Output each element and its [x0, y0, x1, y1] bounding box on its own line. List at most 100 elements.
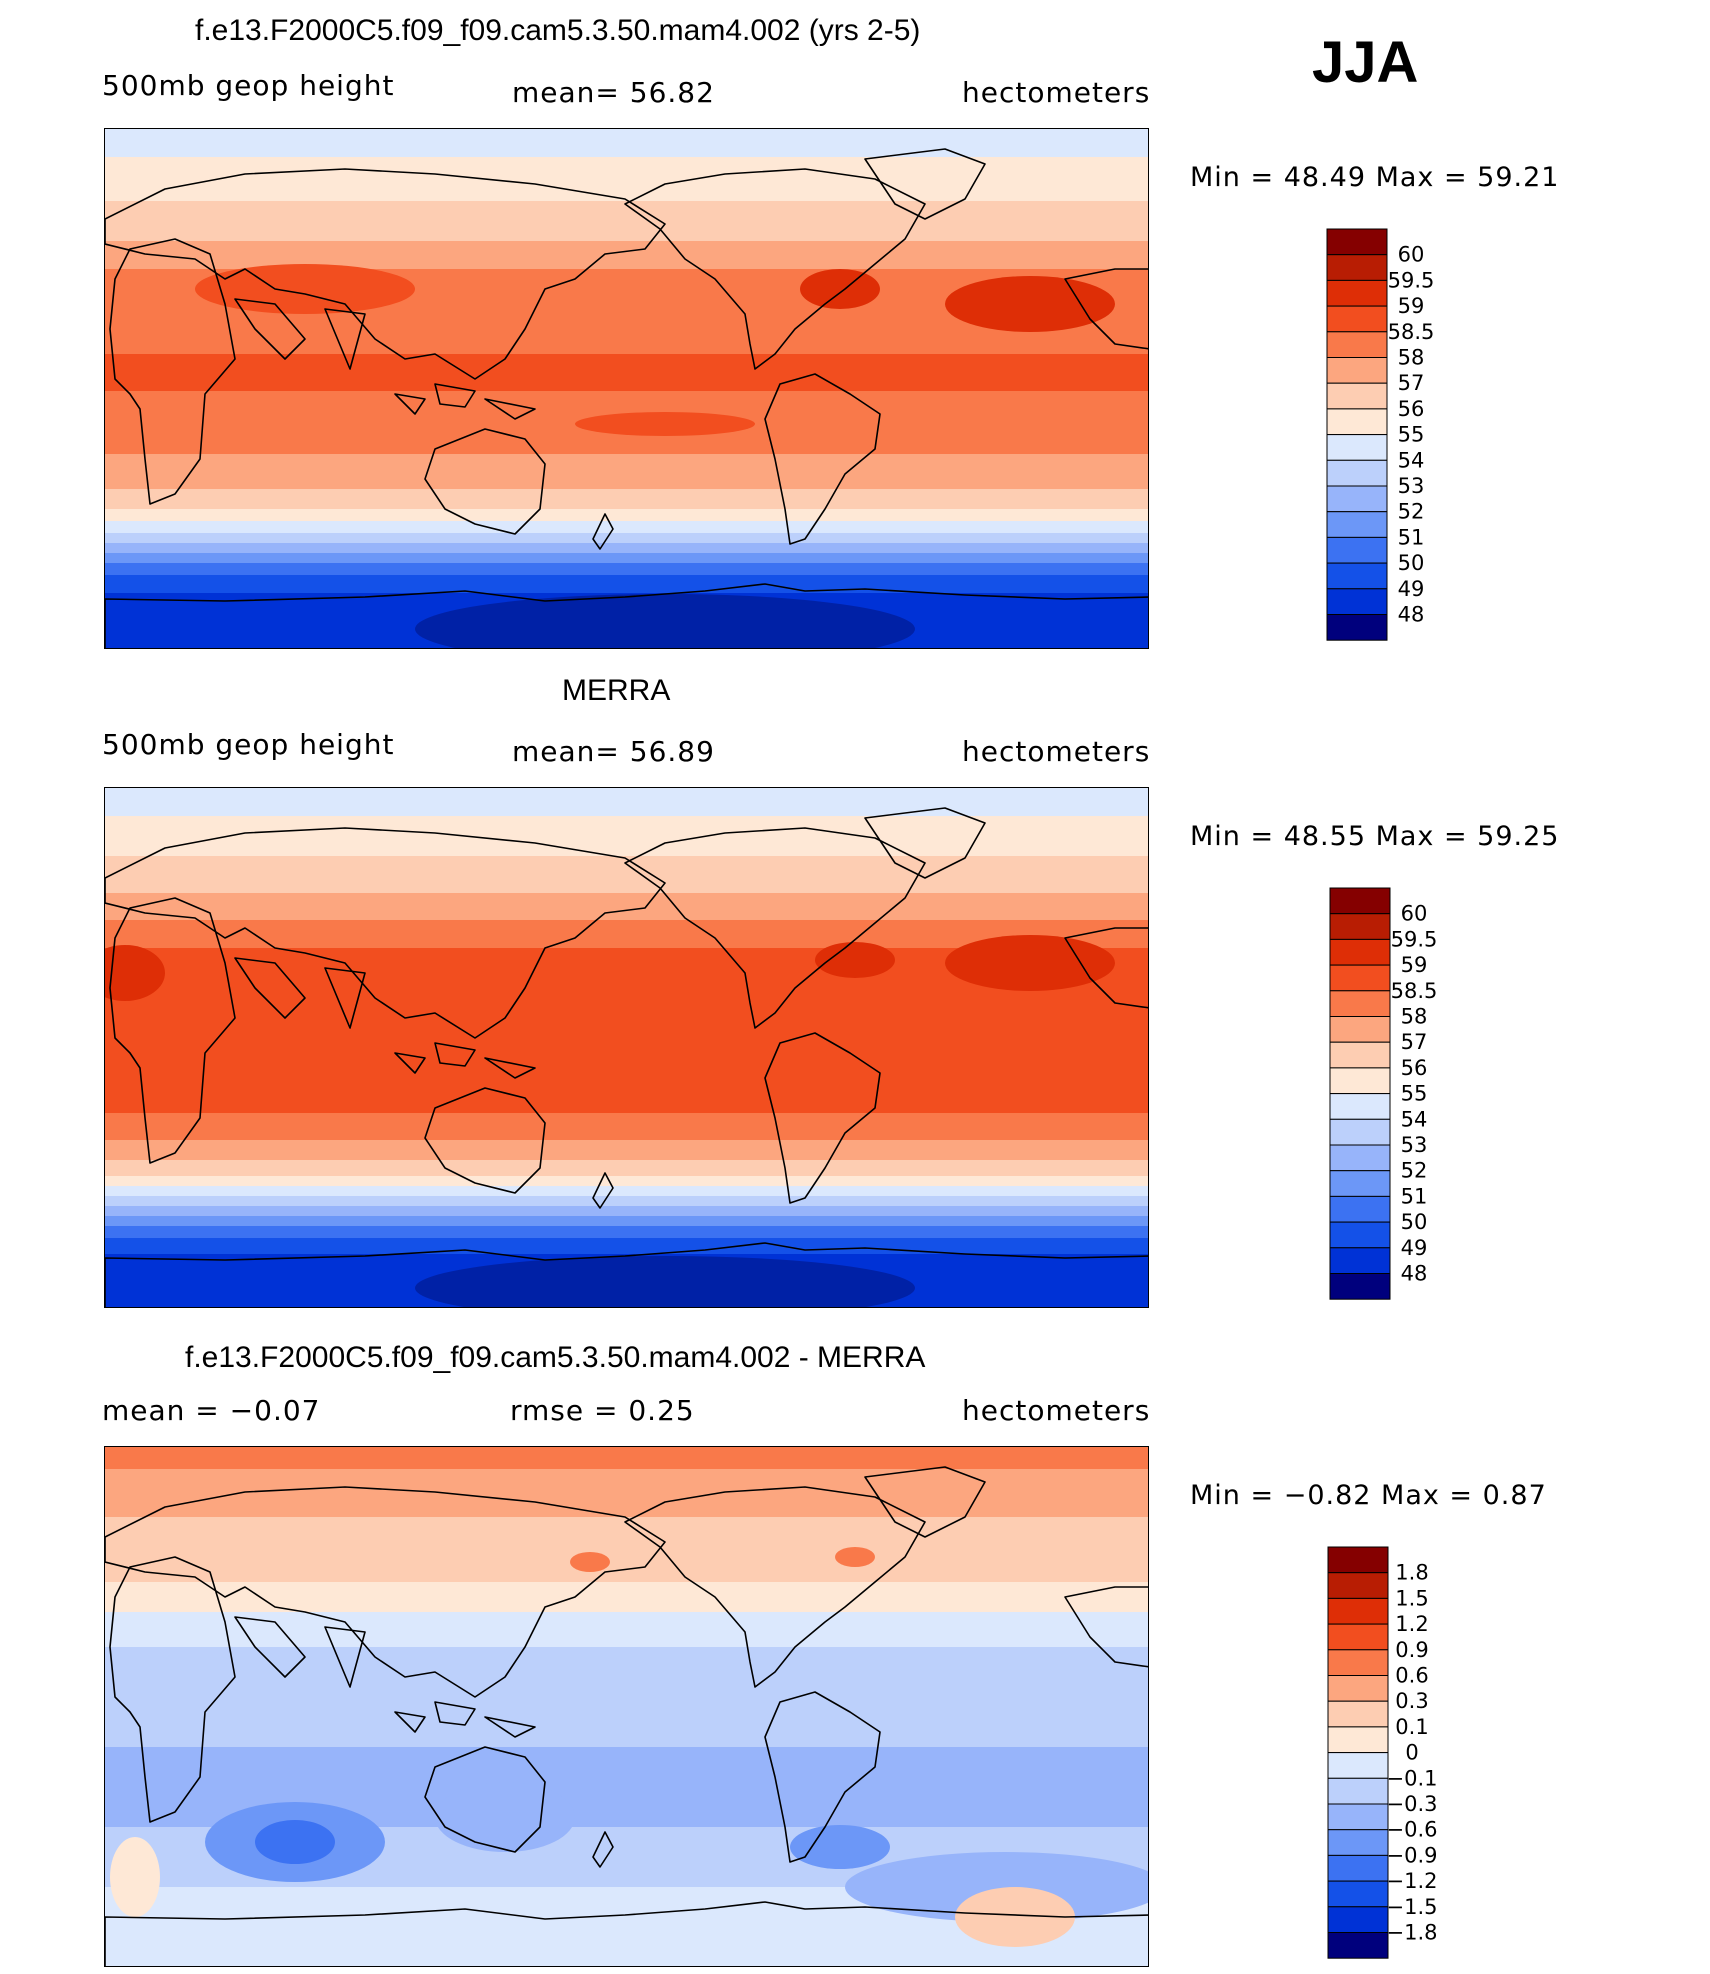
colorbar-box	[1327, 1932, 1389, 1959]
colorbar-tick-label: 0	[1405, 1741, 1418, 1765]
colorbar-tick-label: 48	[1398, 603, 1425, 627]
panel1-map	[104, 128, 1149, 649]
contour-band	[105, 354, 1148, 391]
contour-anomaly	[110, 1837, 160, 1917]
contour-band	[105, 1206, 1148, 1216]
colorbar-box	[1326, 614, 1388, 641]
colorbar-tick-label: 49	[1398, 577, 1425, 601]
contour-band	[105, 575, 1148, 593]
panel2-variable-label: 500mb geop height	[102, 728, 395, 761]
contour-band	[105, 1196, 1148, 1206]
colorbar-box	[1329, 913, 1391, 940]
contour-band	[105, 1238, 1148, 1254]
colorbar-box	[1327, 1726, 1389, 1754]
contour-band	[105, 1447, 1148, 1469]
contour-band	[105, 1612, 1148, 1647]
panel3-colorbar: 1.8 1.5 1.2 0.9 0.6 0.3 0.1 0 −0.1 −0.3 −0.6 −0.9 −1…	[1327, 1546, 1478, 1962]
contour-band	[105, 563, 1148, 575]
colorbar-tick-label: 59.5	[1388, 268, 1435, 292]
coastline	[394, 1711, 426, 1733]
contour-band	[105, 1469, 1148, 1517]
colorbar-box	[1326, 485, 1388, 513]
coastline	[484, 398, 536, 420]
coastlines	[105, 807, 1148, 1307]
colorbar-box	[1329, 887, 1391, 915]
coastline	[109, 238, 236, 505]
coastline	[105, 1901, 1148, 1966]
colorbar-tick-label: −1.8	[1387, 1921, 1438, 1945]
colorbar-tick-label: −0.9	[1387, 1843, 1438, 1867]
coastline	[764, 373, 881, 545]
colorbar-box	[1329, 1144, 1391, 1172]
coastline	[234, 298, 306, 360]
colorbar-tick-label: 52	[1401, 1159, 1428, 1183]
coastline	[105, 1242, 1148, 1307]
colorbar-box	[1326, 562, 1388, 590]
colorbar-tick-label: −0.1	[1387, 1766, 1438, 1790]
colorbar-box	[1327, 1546, 1389, 1574]
colorbar-box	[1329, 1247, 1391, 1274]
coastline	[592, 513, 614, 550]
contour-anomaly	[955, 1887, 1075, 1947]
colorbar-box	[1326, 408, 1388, 436]
contour-band	[105, 241, 1148, 269]
colorbar-tick-label: 53	[1401, 1133, 1428, 1157]
colorbar-box	[1326, 511, 1388, 538]
colorbar-box	[1329, 1016, 1391, 1043]
contour-anomaly	[415, 594, 915, 648]
colorbar-box	[1327, 1597, 1389, 1625]
colorbar-tick-label: 49	[1401, 1236, 1428, 1260]
colorbar-tick-label: 51	[1401, 1184, 1428, 1208]
panel2-colorbar: 60 59.5 59 58.5 58 57 56 55 54 53 52 51 50 49 48	[1329, 887, 1480, 1303]
colorbar-box	[1326, 536, 1388, 564]
panel1-minmax-label: Min = 48.49 Max = 59.21	[1190, 162, 1560, 193]
coastline	[234, 1616, 306, 1678]
colorbar-tick-label: 1.2	[1395, 1612, 1428, 1636]
colorbar-tick-label: 56	[1398, 397, 1425, 421]
colorbar-box	[1326, 254, 1388, 281]
colorbar-tick-label: 58.5	[1388, 320, 1435, 344]
contour-band	[105, 521, 1148, 533]
coastline	[864, 1466, 986, 1538]
coastline	[434, 383, 476, 408]
contour-band	[105, 129, 1148, 157]
colorbar-tick-label: 59	[1398, 294, 1425, 318]
panel2-title: MERRA	[562, 674, 671, 707]
colorbar-box	[1327, 1880, 1389, 1908]
panel2-mean-label: mean= 56.89	[512, 735, 715, 768]
colorbar-box	[1326, 279, 1388, 307]
contour-band	[105, 816, 1148, 856]
colorbar-tick-label: 59.5	[1391, 927, 1438, 951]
contour-band	[105, 1113, 1148, 1140]
coastline	[592, 1172, 614, 1209]
colorbar-box	[1329, 1170, 1391, 1197]
contour-anomaly	[800, 269, 880, 309]
contour-anomaly	[945, 935, 1115, 991]
coastline	[484, 1057, 536, 1079]
colorbar-box	[1327, 1675, 1389, 1702]
contour-anomaly	[195, 264, 415, 314]
colorbar-box	[1326, 305, 1388, 333]
coastline	[234, 957, 306, 1019]
coastline	[764, 1691, 881, 1863]
coastline	[424, 1087, 546, 1194]
colorbar-tick-label: 59	[1401, 953, 1428, 977]
colorbar-tick-label: 60	[1401, 902, 1428, 926]
colorbar-box	[1327, 1649, 1389, 1677]
coastline	[394, 1052, 426, 1074]
panel1-colorbar: 60 59.5 59 58.5 58 57 56 55 54 53 52 51 50 49 48	[1326, 228, 1477, 644]
colorbar-tick-label: 58	[1401, 1005, 1428, 1029]
colorbar-box	[1326, 434, 1388, 461]
contour-band	[105, 1160, 1148, 1176]
contour-band	[105, 1216, 1148, 1226]
colorbar-tick-label: 56	[1401, 1056, 1428, 1080]
colorbar-box	[1329, 1041, 1391, 1069]
contour-anomaly	[415, 1256, 915, 1307]
contour-band	[105, 157, 1148, 201]
contour-band	[105, 509, 1148, 521]
colorbar-tick-label: 51	[1398, 525, 1425, 549]
coastline	[864, 807, 986, 879]
colorbar-tick-label: 57	[1401, 1030, 1428, 1054]
colorbar-tick-label: 0.1	[1395, 1715, 1428, 1739]
colorbar-box	[1329, 1093, 1391, 1120]
